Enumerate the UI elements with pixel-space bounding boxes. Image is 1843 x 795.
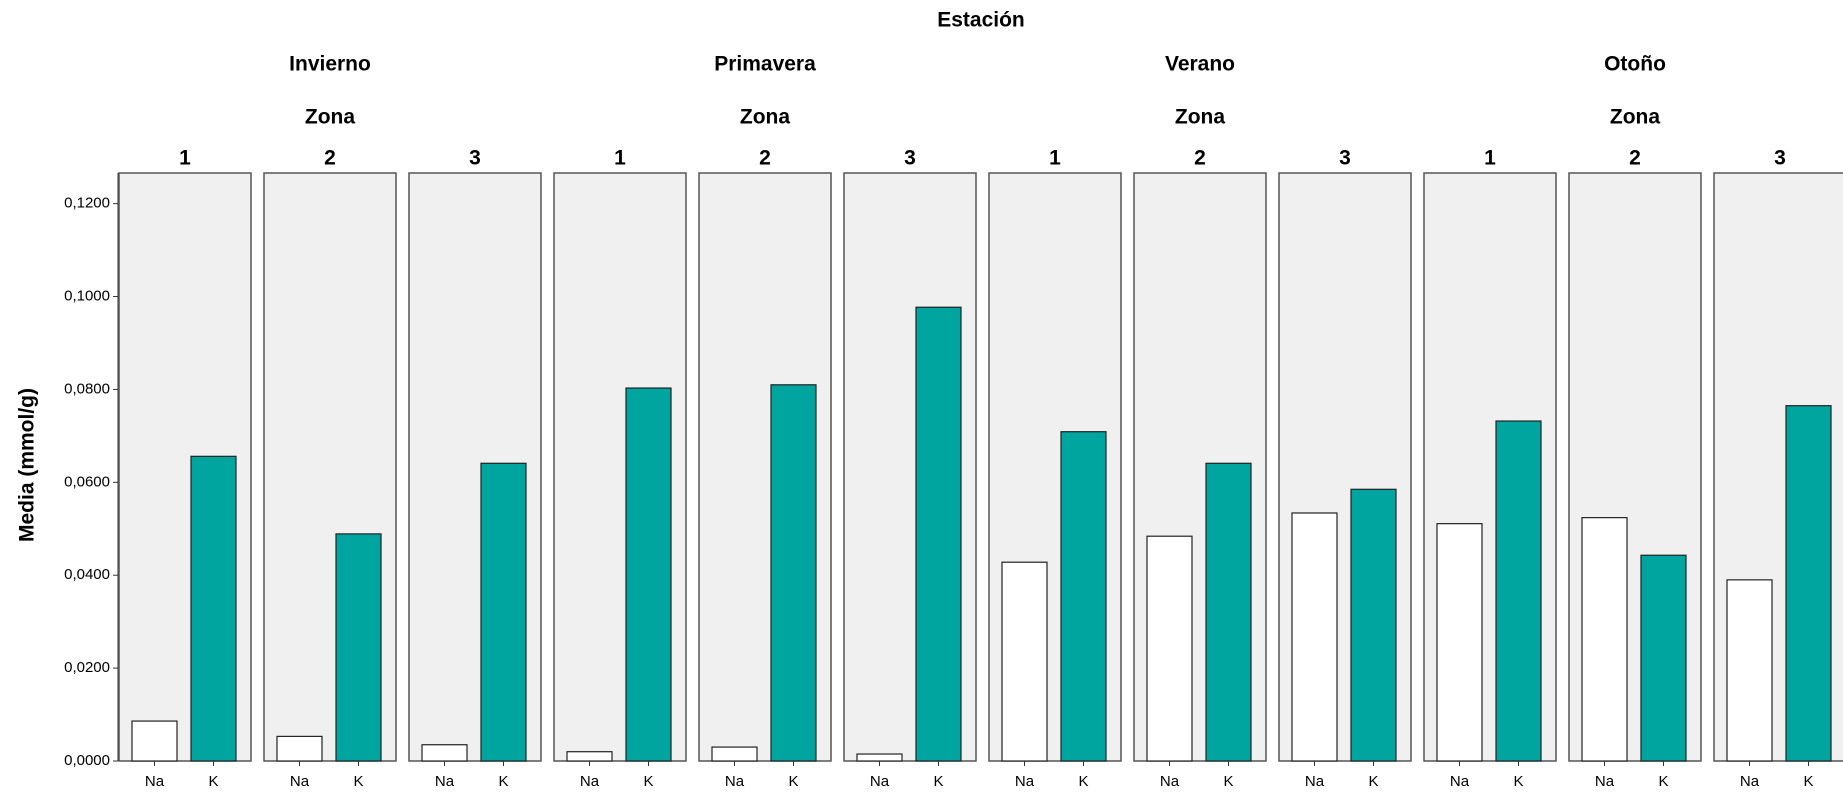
bar [915,306,962,762]
bar [1640,554,1687,762]
y-tick-label: 0,1000 [64,288,110,305]
panel [263,172,397,762]
season-label: Otoño [1604,53,1666,76]
x-tick-label: K [1513,773,1523,790]
facet-label: Zona [305,106,355,129]
season-label: Invierno [289,53,371,76]
zone-label: 3 [904,147,916,170]
zone-label: 1 [614,147,626,170]
bar [1060,431,1107,762]
x-tick-label: Na [725,773,745,790]
bar [276,735,323,762]
x-tick-label: K [353,773,363,790]
bar [1146,535,1193,762]
bar [480,462,527,762]
facet-label: Zona [740,106,790,129]
bar [1495,420,1542,762]
zone-label: 1 [1484,147,1496,170]
bar [1726,579,1773,762]
x-tick-label: Na [1740,773,1760,790]
bar [1581,517,1628,762]
x-tick-label: K [788,773,798,790]
bar [856,753,903,762]
bar [335,533,382,762]
season-label: Primavera [714,53,816,76]
bar [1291,512,1338,762]
zone-label: 3 [469,147,481,170]
y-tick-label: 0,1200 [64,195,110,212]
x-tick-label: Na [870,773,890,790]
x-tick-label: K [1368,773,1378,790]
bar [1785,405,1832,762]
facet-label: Zona [1175,106,1225,129]
bar [711,746,758,762]
bar [131,720,178,762]
bar [566,751,613,762]
x-tick-label: K [1803,773,1813,790]
y-tick-label: 0,0000 [64,752,110,769]
season-label: Verano [1165,53,1235,76]
bar [1436,523,1483,762]
x-tick-label: K [208,773,218,790]
x-tick-label: K [1223,773,1233,790]
bar [1001,561,1048,762]
y-axis-label: Media (mmol/g) [16,388,39,542]
x-tick-label: Na [1015,773,1035,790]
x-tick-label: Na [290,773,310,790]
x-tick-label: Na [1450,773,1470,790]
x-tick-label: K [933,773,943,790]
x-tick-label: Na [1595,773,1615,790]
x-tick-label: K [1078,773,1088,790]
chart-title: Estación [937,9,1025,32]
zone-label: 2 [1629,147,1641,170]
y-tick-label: 0,0800 [64,380,110,397]
x-tick-label: K [643,773,653,790]
zone-label: 1 [1049,147,1061,170]
x-tick-label: Na [1160,773,1180,790]
zone-label: 3 [1339,147,1351,170]
x-tick-label: K [498,773,508,790]
bar [190,455,237,762]
zone-label: 2 [1194,147,1206,170]
facet-label: Zona [1610,106,1660,129]
y-tick-label: 0,0600 [64,473,110,490]
bar [770,384,817,762]
bar [1350,488,1397,762]
bar [625,387,672,762]
x-tick-label: Na [580,773,600,790]
bar [1205,462,1252,762]
x-tick-label: Na [1305,773,1325,790]
y-tick-label: 0,0200 [64,659,110,676]
zone-label: 1 [179,147,191,170]
x-tick-label: Na [145,773,165,790]
zone-label: 2 [324,147,336,170]
y-tick-label: 0,0400 [64,566,110,583]
zone-label: 2 [759,147,771,170]
x-tick-label: K [1658,773,1668,790]
bar [421,744,468,762]
x-tick-label: Na [435,773,455,790]
zone-label: 3 [1774,147,1786,170]
